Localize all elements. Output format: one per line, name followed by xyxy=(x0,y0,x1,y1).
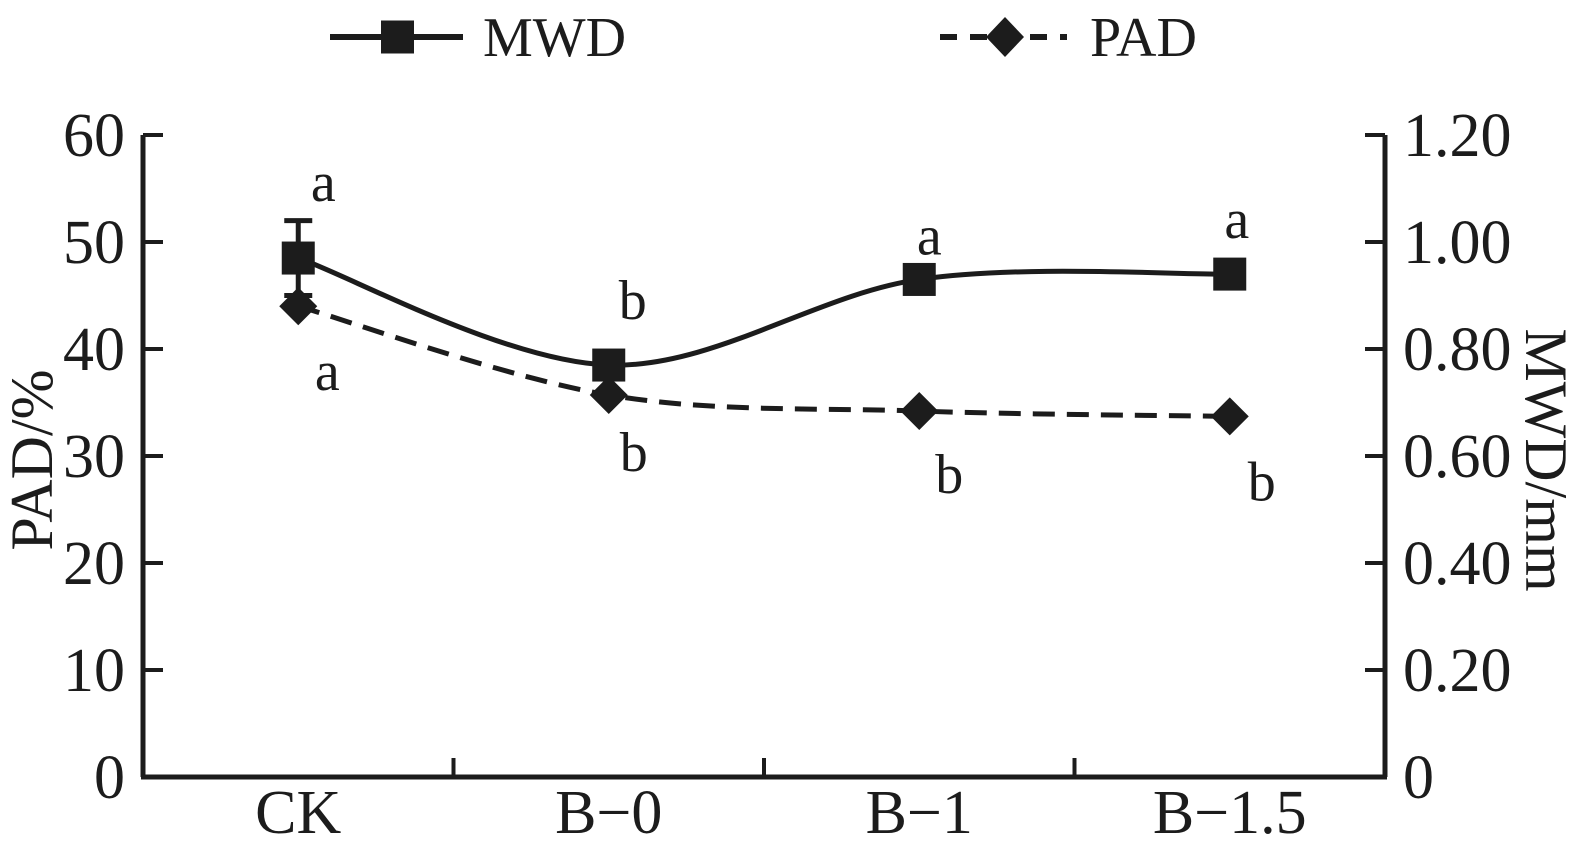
x-axis-category-label: B−1 xyxy=(866,779,973,847)
left-axis-tick-label: 60 xyxy=(63,102,125,170)
mwd-marker xyxy=(1213,257,1247,291)
left-axis-title: PAD/% xyxy=(0,369,65,550)
right-axis-tick-label: 0 xyxy=(1403,744,1434,812)
plot-area: a b a a a b b b xyxy=(279,152,1276,513)
x-axis-category-label: CK xyxy=(255,779,341,847)
legend: MWD PAD xyxy=(330,7,1197,69)
significance-letter: b xyxy=(1248,451,1276,513)
pad-marker xyxy=(589,376,628,415)
legend-diamond-marker-icon xyxy=(986,17,1024,57)
pad-marker xyxy=(1210,397,1249,436)
significance-letter: a xyxy=(311,152,336,214)
axes: 0 10 20 30 40 50 60 0 0.20 0.40 0.60 0.80 1.00 1.20 CK… xyxy=(63,102,1512,847)
legend-item-mwd: MWD xyxy=(330,7,626,69)
pad-marker xyxy=(900,392,939,431)
right-axis-tick-label: 0.80 xyxy=(1403,316,1512,384)
legend-square-marker-icon xyxy=(381,20,414,54)
left-axis-tick-label: 50 xyxy=(63,209,125,277)
right-axis-tick-label: 0.20 xyxy=(1403,637,1512,705)
right-axis-tick-label: 1.20 xyxy=(1403,102,1512,170)
right-axis-tick-label: 0.40 xyxy=(1403,530,1512,598)
legend-item-pad: PAD xyxy=(940,7,1197,69)
significance-letter: b xyxy=(620,422,648,484)
x-axis-category-label: B−1.5 xyxy=(1153,779,1307,847)
right-axis-tick-label: 0.60 xyxy=(1403,423,1512,491)
left-axis-tick-label: 30 xyxy=(63,423,125,491)
significance-letter: b xyxy=(935,444,963,506)
pad-marker xyxy=(279,287,318,326)
x-axis-category-label: B−0 xyxy=(555,779,662,847)
legend-label-pad: PAD xyxy=(1090,7,1197,69)
significance-letter: a xyxy=(315,341,340,403)
mwd-series-line xyxy=(297,255,1230,368)
left-axis-tick-label: 20 xyxy=(63,530,125,598)
legend-label-mwd: MWD xyxy=(483,7,626,69)
mwd-marker xyxy=(281,241,315,275)
significance-letter: b xyxy=(619,270,647,332)
left-axis-tick-label: 0 xyxy=(94,744,125,812)
right-axis-tick-label: 1.00 xyxy=(1403,209,1512,277)
left-axis-tick-label: 40 xyxy=(63,316,125,384)
left-axis-tick-label: 10 xyxy=(63,637,125,705)
right-axis-title: MWD/mm xyxy=(1513,328,1575,591)
pad-series-line xyxy=(297,303,1230,419)
significance-letter: a xyxy=(917,205,942,267)
significance-letter: a xyxy=(1224,189,1249,251)
mwd-marker xyxy=(902,262,936,296)
